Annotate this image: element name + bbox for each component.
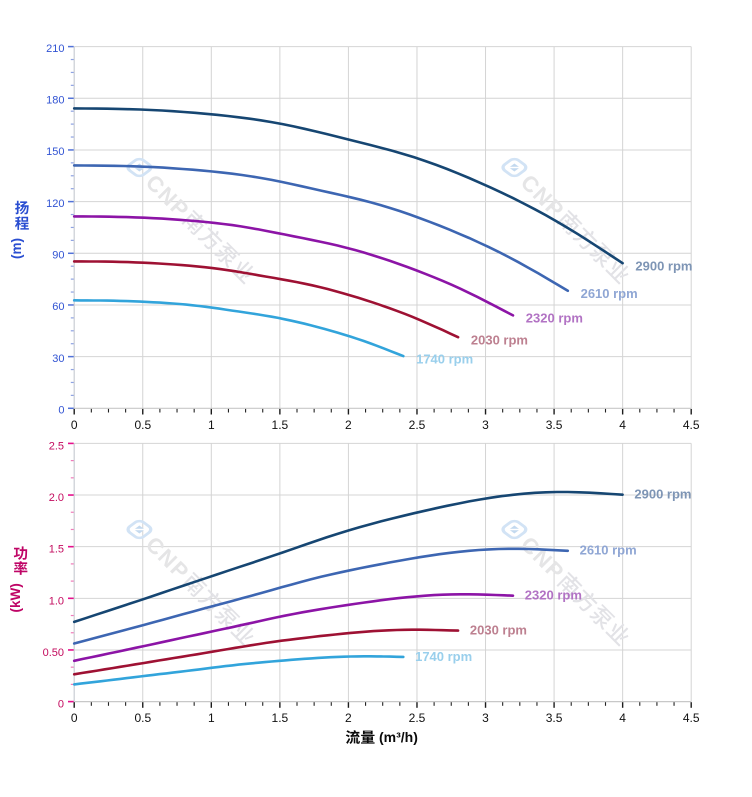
svg-text:2: 2 [345,711,352,725]
svg-text:210: 210 [46,43,64,55]
svg-text:3: 3 [482,711,489,725]
svg-text:1.5: 1.5 [272,711,289,725]
svg-text:2: 2 [345,418,352,432]
svg-text:(kW): (kW) [8,583,23,612]
svg-text:0: 0 [58,699,64,711]
svg-text:2.5: 2.5 [49,440,64,452]
svg-text:120: 120 [46,198,64,210]
svg-text:2900 rpm: 2900 rpm [635,259,692,274]
svg-text:90: 90 [52,250,64,262]
svg-text:3.5: 3.5 [546,418,563,432]
svg-text:1740 rpm: 1740 rpm [416,351,473,366]
svg-text:4: 4 [619,711,626,725]
svg-text:3.5: 3.5 [546,711,563,725]
svg-text:2320 rpm: 2320 rpm [526,311,583,326]
svg-text:2610 rpm: 2610 rpm [580,543,637,558]
svg-text:4.5: 4.5 [683,418,700,432]
svg-text:30: 30 [52,353,64,365]
svg-text:60: 60 [52,301,64,313]
svg-text:0: 0 [58,405,64,417]
svg-text:4.5: 4.5 [683,711,700,725]
svg-text:(m): (m) [9,238,24,259]
svg-text:2.0: 2.0 [49,492,64,504]
svg-text:2030 rpm: 2030 rpm [471,333,528,348]
svg-text:1.5: 1.5 [272,418,289,432]
svg-text:1: 1 [208,418,215,432]
svg-text:1: 1 [208,711,215,725]
svg-text:1.5: 1.5 [49,544,64,556]
svg-text:2.5: 2.5 [409,711,426,725]
svg-text:2610 rpm: 2610 rpm [581,286,638,301]
svg-text:4: 4 [619,418,626,432]
svg-text:180: 180 [46,95,64,107]
svg-text:3: 3 [482,418,489,432]
svg-text:0.50: 0.50 [43,647,64,659]
svg-text:1740 rpm: 1740 rpm [415,649,472,664]
svg-text:2320 rpm: 2320 rpm [525,588,582,603]
svg-text:0.5: 0.5 [134,418,151,432]
svg-text:2900 rpm: 2900 rpm [634,487,691,502]
svg-text:0.5: 0.5 [134,711,151,725]
svg-text:2030 rpm: 2030 rpm [470,623,527,638]
svg-text:(m³/h): (m³/h) [379,729,418,745]
svg-text:0: 0 [71,418,78,432]
svg-text:150: 150 [46,146,64,158]
svg-text:0: 0 [71,711,78,725]
svg-text:2.5: 2.5 [409,418,426,432]
svg-text:1.0: 1.0 [49,595,64,607]
